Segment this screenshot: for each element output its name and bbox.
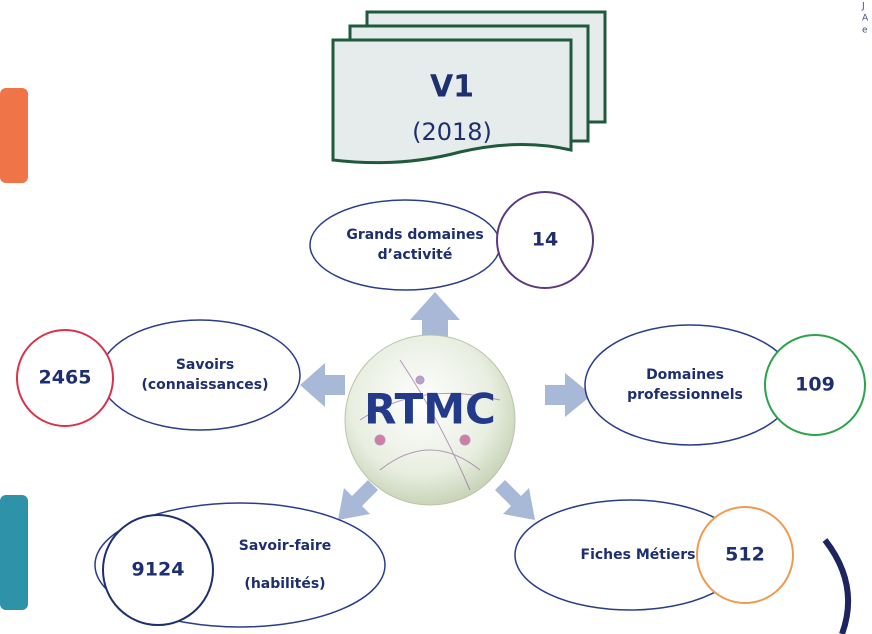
year: (2018) — [412, 118, 492, 146]
node-label: Grands domaines — [346, 227, 483, 243]
node-count: 2465 — [39, 367, 92, 389]
node-count: 9124 — [132, 559, 185, 581]
side-tab — [0, 88, 28, 183]
node-count: 109 — [795, 374, 835, 396]
node-label: (connaissances) — [141, 377, 268, 393]
corner-text: J — [861, 2, 865, 12]
node-label: Domaines — [646, 367, 724, 383]
node-label: Savoir-faire — [239, 538, 332, 554]
node-count: 512 — [725, 544, 765, 566]
node-ellipse — [310, 200, 500, 290]
decor-arc — [825, 540, 848, 634]
corner-text: A — [862, 14, 869, 24]
node-label: Fiches Métiers — [581, 547, 696, 563]
node-label: d’activité — [378, 247, 453, 263]
node-label: professionnels — [627, 387, 743, 403]
node-count: 14 — [532, 229, 558, 251]
center-label: RTMC — [364, 385, 496, 434]
corner-text: e — [862, 26, 868, 36]
version: V1 — [430, 70, 474, 105]
node-ellipse — [585, 325, 795, 445]
node-label: Savoirs — [176, 357, 234, 373]
node-ellipse — [100, 320, 300, 430]
diagram: J A e V1 (2018) RTMC Grands domaines d’ac… — [0, 0, 872, 634]
node-label: (habilités) — [244, 576, 325, 592]
side-tab — [0, 495, 28, 610]
